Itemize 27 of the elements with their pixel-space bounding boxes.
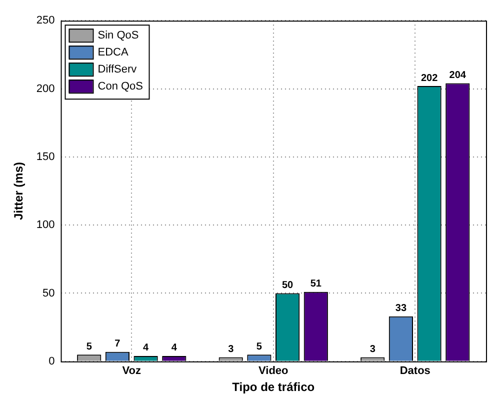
data-label: 3 [370,344,376,356]
x-tick-label: Datos [400,365,430,378]
data-label: 4 [143,342,150,354]
data-label: 204 [449,70,466,82]
y-tick-label: 250 [36,14,55,27]
y-axis-title: Jitter (ms) [12,162,26,220]
data-label: 7 [114,338,121,350]
data-label: 4 [171,342,178,354]
x-tick-label: Voz [122,365,142,378]
data-label: 33 [395,303,407,314]
legend-label: Con QoS [98,80,144,93]
legend-label: DiffServ [98,64,138,76]
data-label: 5 [86,341,92,352]
y-tick-label: 100 [36,219,55,232]
legend-label: EDCA [98,46,129,59]
legend-label: Sin QoS [98,30,139,42]
y-tick-label: 50 [42,287,55,300]
data-label: 202 [420,72,438,84]
data-label: 51 [310,278,322,290]
y-tick-label: 200 [36,82,55,95]
data-label: 50 [282,280,294,291]
x-tick-label: Video [258,365,289,378]
y-tick-label: 150 [36,150,55,163]
y-tick-label: 0 [48,355,55,368]
data-label: 3 [228,344,234,356]
data-label: 5 [256,341,262,352]
x-axis-title: Tipo de tráfico [232,380,315,394]
